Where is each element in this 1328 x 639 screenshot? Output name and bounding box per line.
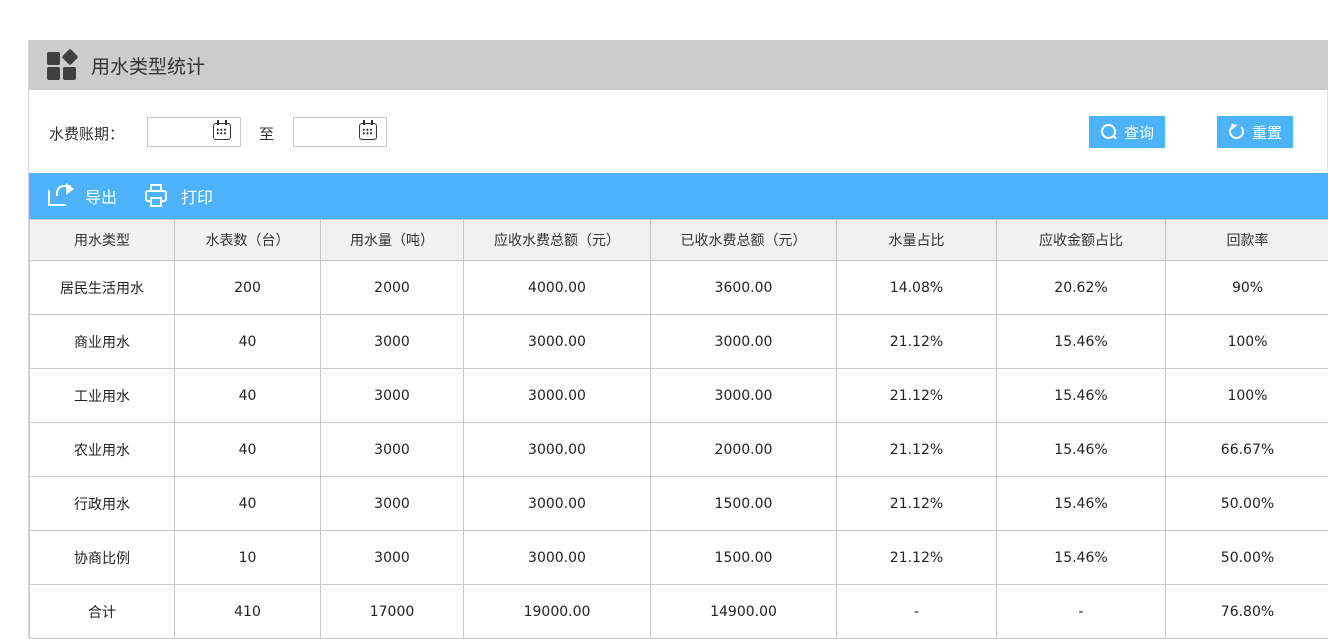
table-cell: 3000.00 <box>464 477 651 531</box>
billing-period-label: 水费账期： <box>49 123 124 144</box>
stats-panel: 用水类型统计 水费账期： 至 查询 重置 导出 打印 <box>28 40 1328 638</box>
table-cell: 66.67% <box>1166 423 1328 477</box>
table-cell: 行政用水 <box>30 477 175 531</box>
search-form: 水费账期： 至 查询 重置 <box>29 90 1328 173</box>
table-toolbar: 导出 打印 <box>29 173 1328 219</box>
column-header: 水表数（台） <box>175 220 321 261</box>
table-cell: 2000 <box>321 261 464 315</box>
table-cell: 20.62% <box>997 261 1166 315</box>
table-cell: 协商比例 <box>30 531 175 585</box>
table-cell: 19000.00 <box>464 585 651 639</box>
column-header: 用水类型 <box>30 220 175 261</box>
table-cell: 76.80% <box>1166 585 1328 639</box>
table-cell: 3000 <box>321 315 464 369</box>
table-cell: 15.46% <box>997 477 1166 531</box>
table-cell: 2000.00 <box>651 423 837 477</box>
share-export-icon <box>47 184 73 208</box>
calendar-icon[interactable] <box>213 123 231 140</box>
table-total-row: 合计 410 17000 19000.00 14900.00 - - 76.80… <box>30 585 1328 639</box>
refresh-icon <box>1228 123 1246 141</box>
dashboard-grid-icon <box>47 50 77 80</box>
export-label: 导出 <box>85 184 117 208</box>
table-cell: 居民生活用水 <box>30 261 175 315</box>
table-cell: 21.12% <box>837 423 997 477</box>
date-from-input[interactable] <box>148 118 216 146</box>
table-cell: 14900.00 <box>651 585 837 639</box>
table-header-row: 用水类型 水表数（台） 用水量（吨） 应收水费总额（元） 已收水费总额（元） 水… <box>30 220 1328 261</box>
column-header: 应收水费总额（元） <box>464 220 651 261</box>
table-cell: 200 <box>175 261 321 315</box>
table-row: 商业用水 40 3000 3000.00 3000.00 21.12% 15.4… <box>30 315 1328 369</box>
query-button-label: 查询 <box>1124 122 1154 143</box>
table-cell: 15.46% <box>997 423 1166 477</box>
table-cell: 90% <box>1166 261 1328 315</box>
table-cell: 21.12% <box>837 531 997 585</box>
table-cell: 3000.00 <box>464 423 651 477</box>
table-cell: 21.12% <box>837 369 997 423</box>
table-cell: 100% <box>1166 315 1328 369</box>
table-cell: 17000 <box>321 585 464 639</box>
table-cell: 3000.00 <box>651 369 837 423</box>
table-cell: 10 <box>175 531 321 585</box>
table-row: 农业用水 40 3000 3000.00 2000.00 21.12% 15.4… <box>30 423 1328 477</box>
page-title: 用水类型统计 <box>91 52 205 79</box>
table-cell: 3000.00 <box>651 315 837 369</box>
date-to-field[interactable] <box>293 117 387 147</box>
column-header: 用水量（吨） <box>321 220 464 261</box>
reset-button-label: 重置 <box>1252 122 1282 143</box>
water-type-stats-table: 用水类型 水表数（台） 用水量（吨） 应收水费总额（元） 已收水费总额（元） 水… <box>29 219 1328 639</box>
table-cell: 3000 <box>321 423 464 477</box>
column-header: 已收水费总额（元） <box>651 220 837 261</box>
table-cell: 40 <box>175 315 321 369</box>
table-cell: 1500.00 <box>651 531 837 585</box>
printer-icon <box>143 184 169 208</box>
reset-button[interactable]: 重置 <box>1217 116 1293 148</box>
title-bar: 用水类型统计 <box>29 40 1328 90</box>
table-cell: 21.12% <box>837 315 997 369</box>
table-cell: 50.00% <box>1166 477 1328 531</box>
table-cell: 21.12% <box>837 477 997 531</box>
table-cell: 3000 <box>321 477 464 531</box>
table-cell: 1500.00 <box>651 477 837 531</box>
table-cell: 3000.00 <box>464 369 651 423</box>
print-button[interactable]: 打印 <box>143 184 213 208</box>
table-cell: 14.08% <box>837 261 997 315</box>
table-cell: 工业用水 <box>30 369 175 423</box>
table-cell: 3000 <box>321 369 464 423</box>
table-cell: 40 <box>175 369 321 423</box>
calendar-icon[interactable] <box>359 123 377 140</box>
table-cell: 商业用水 <box>30 315 175 369</box>
table-cell: 15.46% <box>997 531 1166 585</box>
table-cell: 40 <box>175 477 321 531</box>
table-cell: - <box>837 585 997 639</box>
table-cell: 4000.00 <box>464 261 651 315</box>
table-row: 协商比例 10 3000 3000.00 1500.00 21.12% 15.4… <box>30 531 1328 585</box>
table-cell: 40 <box>175 423 321 477</box>
table-row: 行政用水 40 3000 3000.00 1500.00 21.12% 15.4… <box>30 477 1328 531</box>
search-icon <box>1100 123 1118 141</box>
table-cell: 15.46% <box>997 315 1166 369</box>
column-header: 回款率 <box>1166 220 1328 261</box>
date-to-input[interactable] <box>294 118 362 146</box>
table-cell: 合计 <box>30 585 175 639</box>
print-label: 打印 <box>181 184 213 208</box>
table-cell: 410 <box>175 585 321 639</box>
table-row: 工业用水 40 3000 3000.00 3000.00 21.12% 15.4… <box>30 369 1328 423</box>
table-cell: 农业用水 <box>30 423 175 477</box>
table-cell: - <box>997 585 1166 639</box>
table-cell: 3000.00 <box>464 315 651 369</box>
table-cell: 50.00% <box>1166 531 1328 585</box>
table-cell: 3600.00 <box>651 261 837 315</box>
export-button[interactable]: 导出 <box>47 184 117 208</box>
table-cell: 100% <box>1166 369 1328 423</box>
table-cell: 3000 <box>321 531 464 585</box>
column-header: 应收金额占比 <box>997 220 1166 261</box>
table-cell: 3000.00 <box>464 531 651 585</box>
date-range-separator: 至 <box>259 123 274 144</box>
table-row: 居民生活用水 200 2000 4000.00 3600.00 14.08% 2… <box>30 261 1328 315</box>
date-from-field[interactable] <box>147 117 241 147</box>
column-header: 水量占比 <box>837 220 997 261</box>
table-cell: 15.46% <box>997 369 1166 423</box>
query-button[interactable]: 查询 <box>1089 116 1165 148</box>
